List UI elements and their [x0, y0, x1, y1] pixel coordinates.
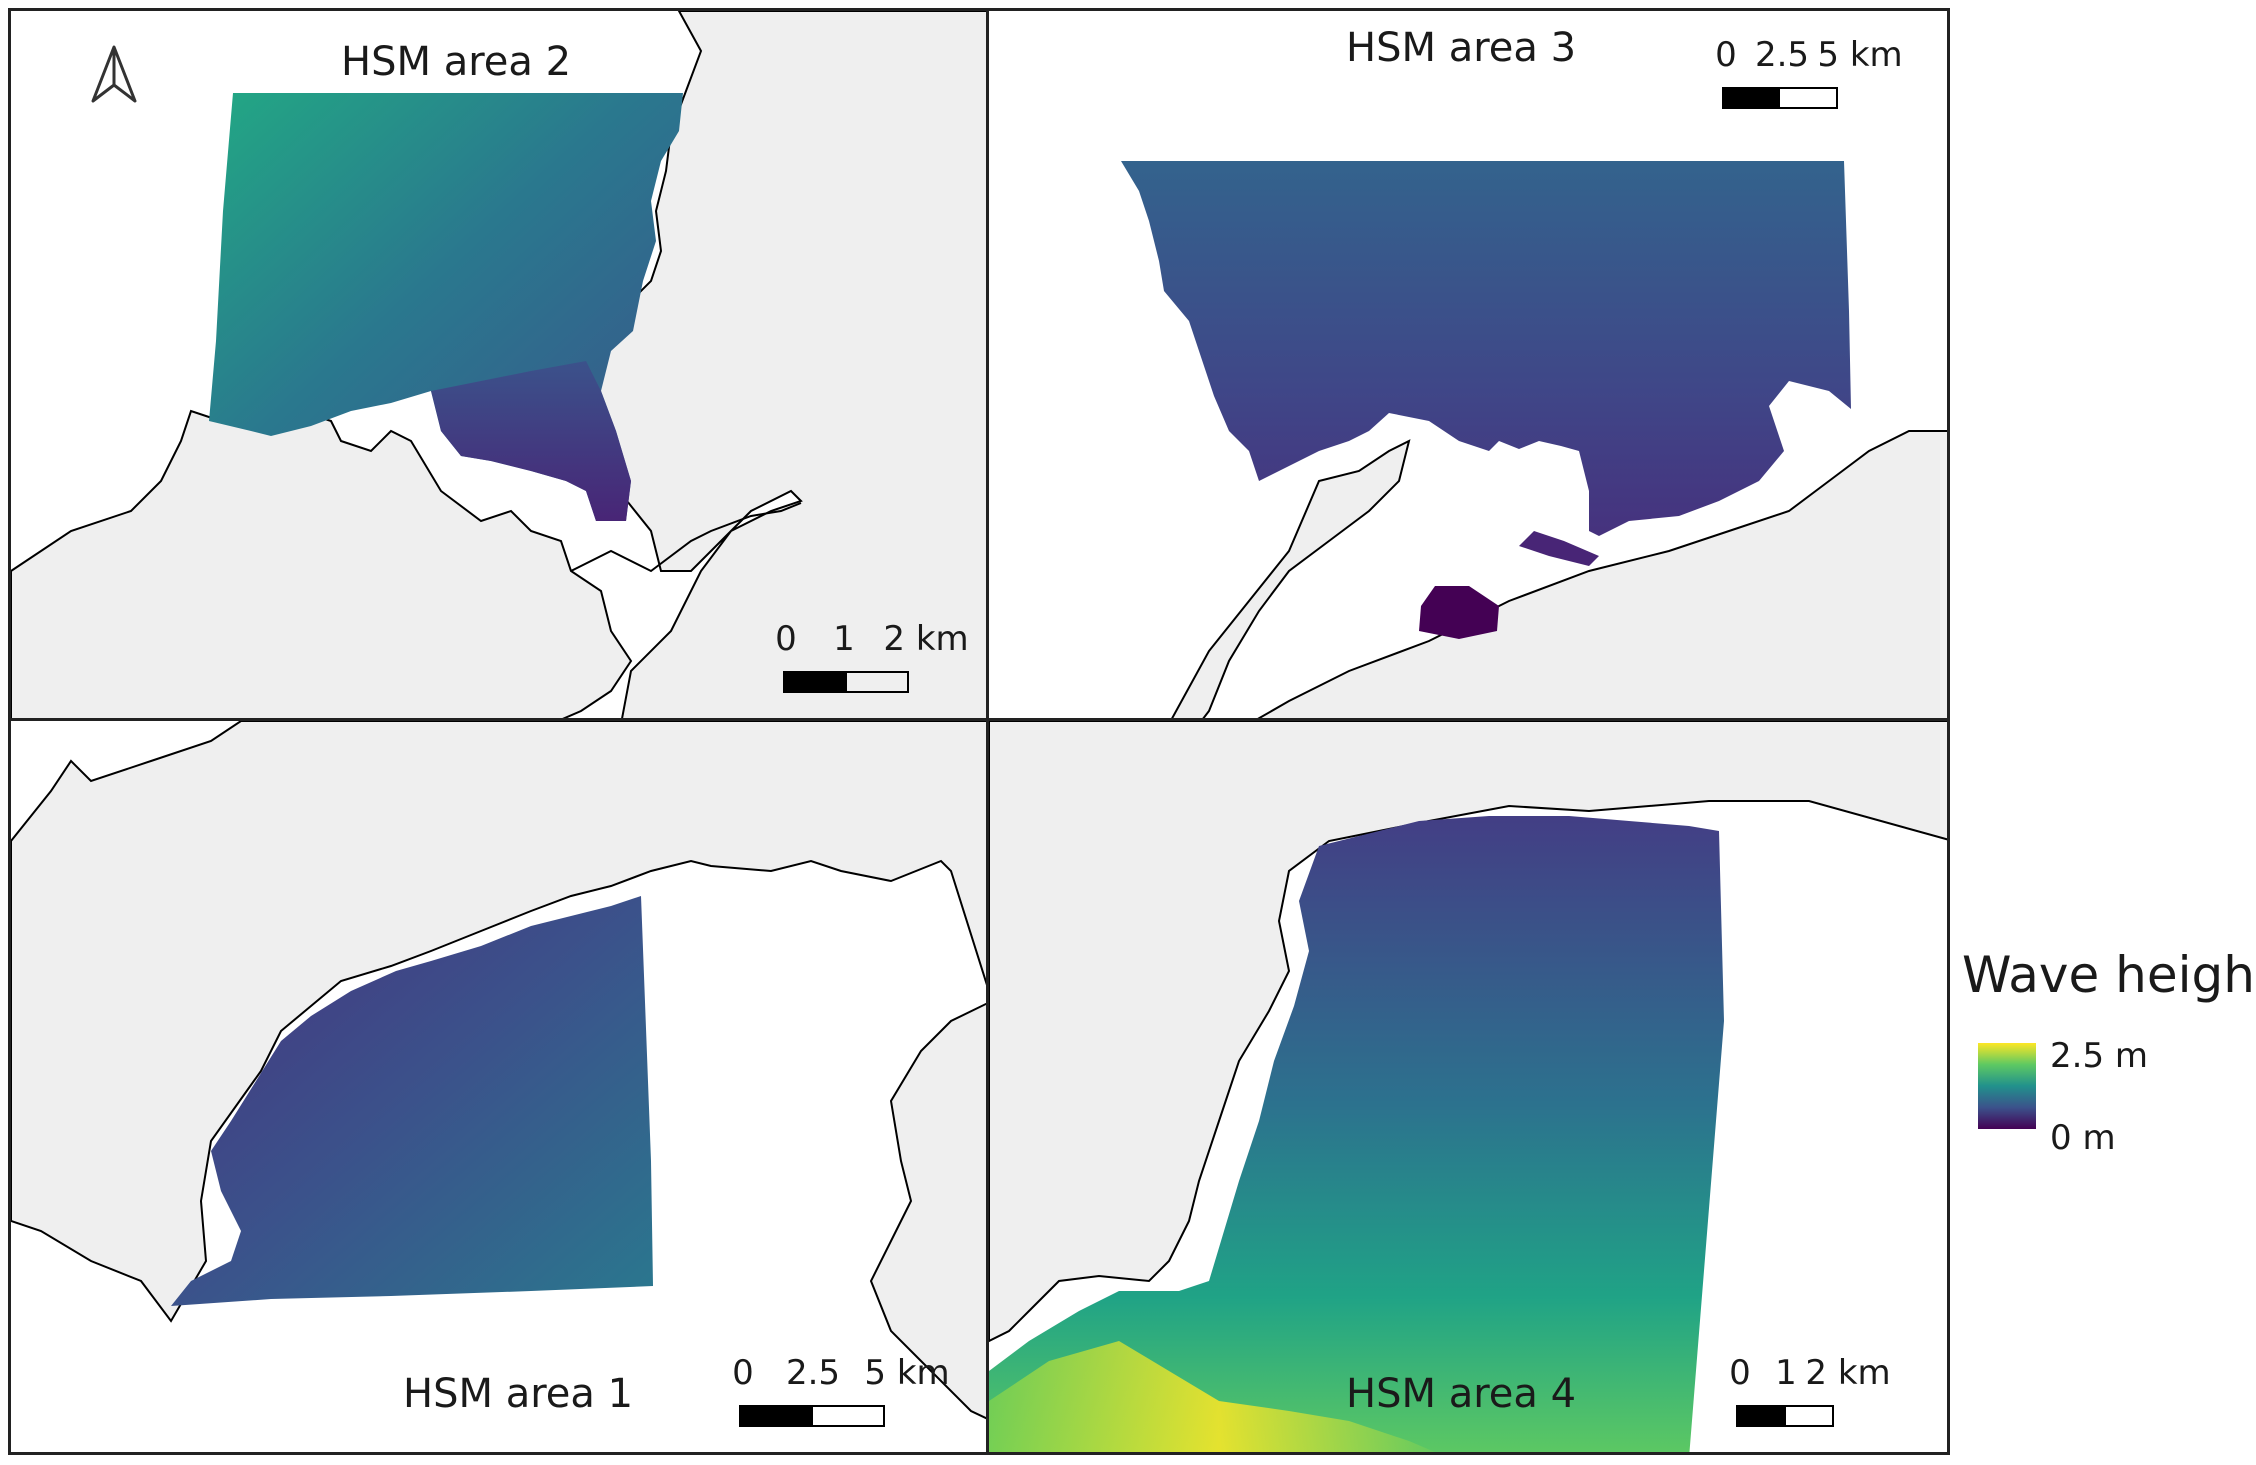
legend-title: Wave height: [1962, 946, 2256, 1004]
legend-color-ramp: [1978, 1043, 2036, 1129]
land-north: [11, 721, 986, 1323]
scale-label: 2.5: [785, 1353, 841, 1393]
wave-raster-area-1: [171, 896, 653, 1306]
scale-label: 5 km: [1817, 35, 1903, 75]
map-panel-area-3: HSM area 3 0 2.5 5 km: [986, 8, 1950, 721]
panel-title: HSM area 3: [1346, 25, 1577, 71]
map-area-3: [989, 11, 1947, 718]
map-area-2: [11, 11, 986, 718]
legend-min-label: 0 m: [2050, 1118, 2116, 1158]
wave-raster-area-4: [989, 816, 1724, 1452]
panel-title: HSM area 4: [1346, 1371, 1577, 1417]
panel-title: HSM area 1: [403, 1371, 634, 1417]
scale-label: 2.5: [1754, 35, 1810, 75]
scale-bar: 0 1 2 km: [775, 619, 969, 699]
scale-label: 0: [1729, 1353, 1751, 1393]
wave-raster-channel: [1519, 531, 1599, 566]
land-west: [989, 721, 1947, 1343]
scale-label: 1: [1775, 1353, 1797, 1393]
map-panel-area-2: HSM area 2 0 1 2 km: [8, 8, 989, 721]
legend-max-label: 2.5 m: [2050, 1036, 2148, 1076]
scale-label: 0: [775, 619, 797, 659]
scale-label: 0: [1715, 35, 1737, 75]
scale-bar: 0 1 2 km: [1729, 1353, 1891, 1433]
wave-raster-area-2-inner: [431, 361, 631, 521]
land-west: [11, 409, 633, 718]
land-east: [569, 11, 986, 718]
land-spit: [1171, 439, 1411, 718]
map-panel-area-1: HSM area 1 0 2.5 5 km: [8, 718, 989, 1455]
panel-title: HSM area 2: [341, 39, 572, 85]
map-panel-area-4: HSM area 4 0 1 2 km: [986, 718, 1950, 1455]
north-arrow-icon: [89, 45, 139, 103]
coastline-river: [570, 502, 802, 573]
map-area-1: [11, 721, 986, 1452]
scale-label: 5 km: [864, 1353, 950, 1393]
scale-label: 0: [732, 1353, 754, 1393]
legend: Wave height 2.5 m 0 m: [1962, 946, 2256, 1158]
land-south-east: [1257, 430, 1947, 718]
land-east: [869, 1002, 986, 1420]
wave-raster-bay-high: [989, 1341, 1435, 1452]
scale-label: 2 km: [1805, 1353, 1891, 1393]
map-area-4: [989, 721, 1947, 1452]
scale-label: 2 km: [883, 619, 969, 659]
scale-bar: 0 2.5 5 km: [1715, 35, 1903, 115]
wave-raster-islet: [1419, 586, 1499, 639]
scale-label: 1: [833, 619, 855, 659]
scale-bar: 0 2.5 5 km: [731, 1353, 950, 1433]
wave-raster-area-3: [1121, 161, 1851, 536]
